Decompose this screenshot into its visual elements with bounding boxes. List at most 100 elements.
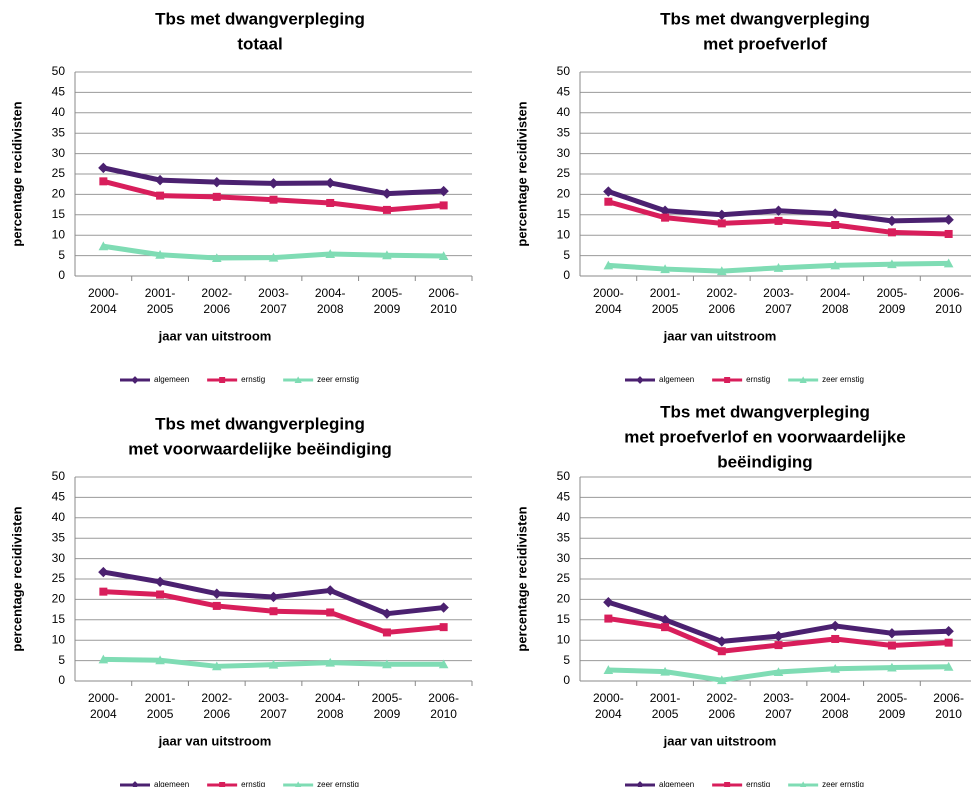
legend-label: ernstig <box>746 375 770 384</box>
data-point <box>661 213 670 222</box>
y-tick-label: 15 <box>557 207 571 221</box>
data-point <box>943 661 954 671</box>
legend-marker <box>131 376 139 384</box>
y-tick-label: 45 <box>52 85 66 99</box>
legend-marker <box>294 376 302 383</box>
chart-title: Tbs met dwangverpleging <box>155 9 365 28</box>
data-point <box>774 216 783 225</box>
y-tick-label: 0 <box>58 673 65 687</box>
data-point <box>830 208 841 219</box>
data-point <box>156 191 165 200</box>
y-tick-label: 40 <box>557 510 571 524</box>
y-tick-label: 30 <box>52 146 66 160</box>
legend-marker <box>219 377 226 383</box>
x-axis-title: jaar van uitstroom <box>158 733 272 748</box>
x-tick-label: 2001-2005 <box>145 286 176 316</box>
data-point <box>886 215 898 227</box>
y-tick-label: 35 <box>557 530 571 544</box>
data-point <box>660 666 670 676</box>
data-point <box>830 620 841 632</box>
data-point <box>268 591 279 603</box>
y-tick-label: 15 <box>52 207 66 221</box>
chart-title: Tbs met dwangverpleging <box>660 402 870 421</box>
y-tick-label: 15 <box>557 612 571 626</box>
y-tick-label: 20 <box>52 592 66 606</box>
x-tick-label: 2000-2004 <box>593 691 624 721</box>
y-tick-label: 45 <box>557 490 571 504</box>
y-tick-label: 25 <box>52 166 66 180</box>
data-point <box>887 228 896 237</box>
legend-label: zeer ernstig <box>317 780 359 787</box>
data-point <box>268 659 279 669</box>
data-point <box>211 661 222 671</box>
x-axis-title: jaar van uitstroom <box>663 733 777 748</box>
legend-marker <box>724 782 731 787</box>
chart-title: Tbs met dwangverpleging <box>660 9 870 28</box>
data-point <box>603 186 614 197</box>
y-axis-title: percentage recidivisten <box>514 101 529 246</box>
data-point <box>211 253 222 263</box>
legend-label: ernstig <box>241 780 265 787</box>
data-point <box>887 259 897 269</box>
data-point <box>382 205 391 214</box>
x-tick-label: 2002-2006 <box>706 691 737 721</box>
y-tick-label: 25 <box>52 571 66 585</box>
x-tick-label: 2000-2004 <box>593 286 624 316</box>
data-point <box>382 628 391 637</box>
y-tick-label: 25 <box>557 571 571 585</box>
data-point <box>943 214 954 225</box>
data-point <box>98 162 109 174</box>
chart-title: beëindiging <box>717 452 812 471</box>
chart-title: Tbs met dwangverpleging <box>155 414 365 433</box>
chart-title: met proefverlof <box>703 34 827 53</box>
y-tick-label: 5 <box>563 653 570 667</box>
y-tick-label: 45 <box>52 490 66 504</box>
x-tick-label: 2003-2007 <box>763 691 794 721</box>
y-tick-label: 0 <box>58 268 65 282</box>
x-tick-label: 2006-2010 <box>933 691 964 721</box>
y-axis-title: percentage recidivisten <box>514 506 529 651</box>
legend-label: zeer ernstig <box>317 375 359 384</box>
data-point <box>438 602 449 613</box>
x-tick-label: 2004-2008 <box>315 286 346 316</box>
data-point <box>325 585 336 596</box>
legend-marker <box>636 781 644 787</box>
x-tick-label: 2004-2008 <box>315 691 346 721</box>
data-point <box>831 634 840 643</box>
x-axis-title: jaar van uitstroom <box>158 328 272 343</box>
y-axis-title: percentage recidivisten <box>9 101 24 246</box>
data-point <box>604 614 613 623</box>
legend-marker <box>636 376 644 384</box>
data-point <box>326 198 335 207</box>
chart-title: met proefverlof en voorwaardelijke <box>624 427 906 446</box>
legend-marker <box>799 376 807 383</box>
y-axis-title: percentage recidivisten <box>9 506 24 651</box>
data-point <box>98 654 109 664</box>
x-tick-label: 2003-2007 <box>258 286 289 316</box>
y-tick-label: 20 <box>557 592 571 606</box>
data-point <box>944 229 953 238</box>
data-point <box>943 258 954 268</box>
legend-label: algemeen <box>659 780 694 787</box>
x-tick-label: 2004-2008 <box>820 691 851 721</box>
data-point <box>716 266 727 276</box>
legend-marker <box>295 781 302 787</box>
y-tick-label: 5 <box>563 248 570 262</box>
y-tick-label: 50 <box>557 469 571 483</box>
data-point <box>603 665 614 674</box>
data-point <box>831 221 840 229</box>
data-point <box>716 675 727 685</box>
data-point <box>661 623 670 632</box>
legend-marker <box>131 781 139 787</box>
data-point <box>830 663 841 673</box>
legend-marker <box>800 781 807 787</box>
data-point <box>887 641 896 650</box>
data-point <box>155 249 165 259</box>
y-tick-label: 5 <box>58 653 65 667</box>
y-tick-label: 25 <box>557 166 571 180</box>
y-tick-label: 5 <box>58 248 65 262</box>
data-point <box>98 566 109 578</box>
data-point <box>99 177 108 186</box>
data-point <box>99 587 108 596</box>
